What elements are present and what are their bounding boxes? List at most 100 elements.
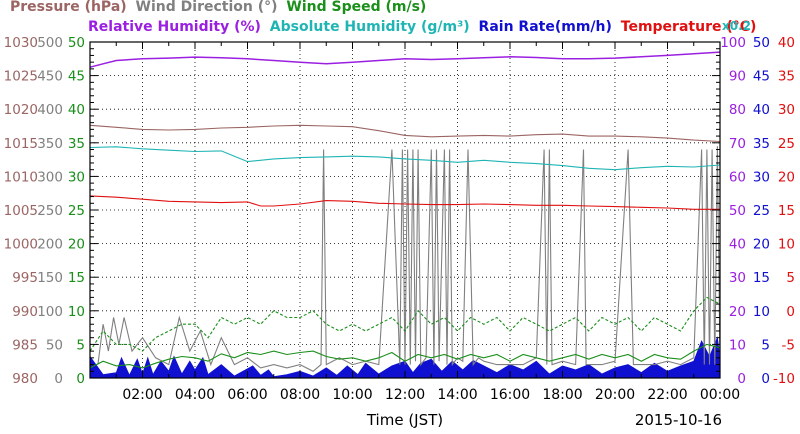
y-tick-label: 30 bbox=[778, 102, 795, 118]
y-tick-label: 100 bbox=[720, 35, 746, 51]
date-label: 2015-10-16 bbox=[635, 411, 722, 429]
y-tick-label: 10 bbox=[778, 237, 795, 253]
y-tick-label: 50 bbox=[753, 35, 770, 51]
y-tick-label: 10 bbox=[68, 304, 85, 320]
y-tick-label: 5 bbox=[76, 337, 85, 353]
y-tick-label: 35 bbox=[753, 136, 770, 152]
y-tick-label: 10 bbox=[753, 304, 770, 320]
axes-layer: 02:00 04:00 06:00 08:00 10:00 12:00 14:00 16:00… bbox=[4, 35, 795, 403]
y-tick-label: 40 bbox=[729, 237, 746, 253]
x-tick-label: 02:00 bbox=[122, 387, 162, 403]
y-tick-label: 1005 bbox=[4, 203, 38, 219]
x-tick-label: 16:00 bbox=[490, 387, 530, 403]
y-tick-label: 250 bbox=[37, 203, 63, 219]
y-tick-label: 25 bbox=[753, 203, 770, 219]
y-tick-label: 1030 bbox=[4, 35, 38, 51]
x-tick-label: 18:00 bbox=[542, 387, 582, 403]
series-pressure-hpa bbox=[89, 124, 721, 143]
x-tick-label: 14:00 bbox=[437, 387, 477, 403]
series-wind-speed-m-s bbox=[89, 343, 721, 369]
series-wind-direction bbox=[97, 146, 721, 372]
y-tick-label: 1025 bbox=[4, 69, 38, 85]
legend-rain-rate: Rain Rate(mm/h) bbox=[478, 19, 612, 35]
y-tick-label: 1020 bbox=[4, 102, 38, 118]
y-tick-label: 100 bbox=[37, 304, 63, 320]
y-tick-label: 5 bbox=[786, 270, 795, 286]
y-tick-label: 0 bbox=[54, 371, 63, 387]
y-tick-label: 50 bbox=[46, 337, 63, 353]
y-tick-label: 30 bbox=[753, 169, 770, 185]
y-tick-label: 50 bbox=[68, 35, 85, 51]
x-tick-label: 20:00 bbox=[595, 387, 635, 403]
y-tick-label: 0 bbox=[786, 304, 795, 320]
y-tick-label: 15 bbox=[753, 270, 770, 286]
y-tick-label: 0 bbox=[761, 371, 770, 387]
y-tick-label: 20 bbox=[778, 169, 795, 185]
legend-abs-scale: x0.2 bbox=[722, 19, 751, 33]
y-tick-label: 150 bbox=[37, 270, 63, 286]
y-tick-label: 0 bbox=[76, 371, 85, 387]
y-tick-label: 90 bbox=[729, 69, 746, 85]
y-tick-label: 500 bbox=[37, 35, 63, 51]
series-temperature-c bbox=[89, 195, 720, 210]
y-tick-label: 5 bbox=[761, 337, 770, 353]
legend-absolute-humidity: Absolute Humidity (g/m³) bbox=[269, 19, 470, 35]
y-tick-label: 20 bbox=[729, 304, 746, 320]
y-tick-label: 400 bbox=[37, 102, 63, 118]
y-tick-label: 60 bbox=[729, 169, 746, 185]
y-tick-label: 80 bbox=[729, 102, 746, 118]
series-relative-humidity bbox=[89, 51, 721, 68]
series-wind-speed-gust-m-s bbox=[89, 296, 721, 352]
y-tick-label: 1015 bbox=[4, 136, 38, 152]
y-tick-label: 70 bbox=[729, 136, 746, 152]
legend-temperature: Temperature (°C) bbox=[620, 19, 757, 35]
y-tick-label: 50 bbox=[729, 203, 746, 219]
legend-wind-speed: Wind Speed (m/s) bbox=[286, 0, 427, 15]
y-tick-label: 40 bbox=[778, 35, 795, 51]
x-tick-label: 04:00 bbox=[175, 387, 215, 403]
x-axis-title: Time (JST) bbox=[366, 411, 443, 429]
legend-row-1: Pressure (hPa) Wind Direction (°) Wind S… bbox=[10, 0, 430, 15]
y-tick-label: 10 bbox=[729, 337, 746, 353]
y-tick-label: 450 bbox=[37, 69, 63, 85]
grid-lines bbox=[90, 42, 720, 378]
series-absolute-humidity-g-m bbox=[89, 146, 721, 171]
y-tick-label: 45 bbox=[753, 69, 770, 85]
y-tick-label: 30 bbox=[729, 270, 746, 286]
y-tick-label: 990 bbox=[12, 304, 38, 320]
y-tick-label: 35 bbox=[68, 136, 85, 152]
series-layer bbox=[89, 51, 721, 379]
x-tick-label: 00:00 bbox=[700, 387, 740, 403]
y-tick-label: 40 bbox=[753, 102, 770, 118]
y-tick-label: 980 bbox=[12, 371, 38, 387]
x-tick-label: 22:00 bbox=[647, 387, 687, 403]
y-tick-label: 300 bbox=[37, 169, 63, 185]
y-tick-label: 0 bbox=[737, 371, 746, 387]
legend-row-2: Relative Humidity (%) Absolute Humidity … bbox=[88, 19, 760, 35]
y-tick-label: 45 bbox=[68, 69, 85, 85]
y-tick-label: 40 bbox=[68, 102, 85, 118]
legend-relative-humidity: Relative Humidity (%) bbox=[88, 19, 261, 35]
y-tick-label: 350 bbox=[37, 136, 63, 152]
y-tick-label: 995 bbox=[12, 270, 38, 286]
y-tick-label: 1000 bbox=[4, 237, 38, 253]
y-tick-label: -10 bbox=[773, 371, 795, 387]
y-tick-label: 20 bbox=[753, 237, 770, 253]
y-tick-label: -5 bbox=[782, 337, 795, 353]
x-tick-label: 08:00 bbox=[280, 387, 320, 403]
x-tick-label: 06:00 bbox=[227, 387, 267, 403]
x-tick-label: 12:00 bbox=[385, 387, 425, 403]
x-tick-label: 10:00 bbox=[332, 387, 372, 403]
y-tick-label: 25 bbox=[778, 136, 795, 152]
legend-pressure: Pressure (hPa) bbox=[10, 0, 127, 15]
y-tick-label: 20 bbox=[68, 237, 85, 253]
legend-wind-direction: Wind Direction (°) bbox=[135, 0, 278, 15]
y-tick-label: 1010 bbox=[4, 169, 38, 185]
y-tick-label: 200 bbox=[37, 237, 63, 253]
y-tick-label: 15 bbox=[68, 270, 85, 286]
y-tick-label: 25 bbox=[68, 203, 85, 219]
y-tick-label: 15 bbox=[778, 203, 795, 219]
y-tick-label: 35 bbox=[778, 69, 795, 85]
y-tick-label: 30 bbox=[68, 169, 85, 185]
